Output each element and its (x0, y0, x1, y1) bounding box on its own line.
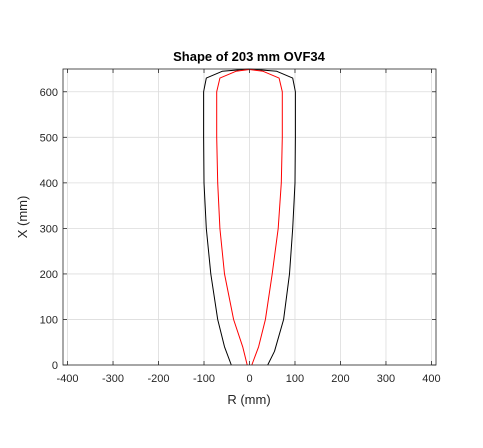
y-tick-label: 400 (40, 178, 58, 190)
x-axis-ticks: -400 -300 -200 -100 0 100 200 300 400 (57, 69, 441, 385)
y-tick-label: 600 (40, 87, 58, 99)
x-axis-label: R (mm) (227, 392, 270, 407)
y-tick-label: 0 (52, 360, 58, 372)
x-tick-label: 100 (286, 373, 304, 385)
y-axis-ticks: 0 100 200 300 400 500 600 (40, 87, 436, 372)
x-tick-label: -400 (57, 373, 79, 385)
x-tick-label: -300 (102, 373, 124, 385)
y-tick-label: 300 (40, 223, 58, 235)
y-tick-label: 100 (40, 314, 58, 326)
x-tick-label: 0 (246, 373, 252, 385)
y-tick-label: 500 (40, 132, 58, 144)
y-axis-label: X (mm) (15, 196, 30, 239)
x-tick-label: 300 (377, 373, 395, 385)
x-tick-label: 200 (331, 373, 349, 385)
x-tick-label: 400 (422, 373, 440, 385)
x-tick-label: -100 (193, 373, 215, 385)
chart-title: Shape of 203 mm OVF34 (173, 49, 325, 64)
y-tick-label: 200 (40, 269, 58, 281)
x-tick-label: -200 (148, 373, 170, 385)
